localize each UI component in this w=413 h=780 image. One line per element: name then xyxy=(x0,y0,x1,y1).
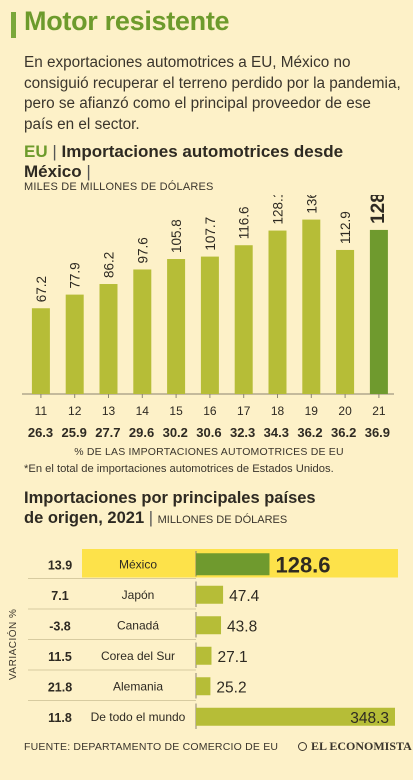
share-row: 26.3 25.9 27.7 29.6 30.2 30.6 32.3 34.3 36.2 36.2… xyxy=(24,425,394,440)
chart1-title: EU | Importaciones automotrices desde Mé… xyxy=(24,142,354,182)
share-label-11: 26.3 xyxy=(27,425,54,440)
category-label-20: 20 xyxy=(338,404,352,418)
share-label-20: 36.2 xyxy=(331,425,357,440)
chart1-unit: MILES DE MILLONES DE DÓLARES xyxy=(24,181,214,193)
bar-14 xyxy=(133,269,152,394)
share-label-12: 25.9 xyxy=(61,425,87,440)
country-value-label-4: 25.2 xyxy=(216,679,246,696)
brand-logo: EL ECONOMISTA xyxy=(298,739,412,754)
country-label-5: De todo el mundo xyxy=(91,710,186,724)
title-accent xyxy=(11,12,16,38)
share-label-15: 30.2 xyxy=(162,425,188,440)
share-label-13: 27.7 xyxy=(95,425,121,440)
country-value-label-2: 43.8 xyxy=(227,618,257,635)
country-bar-1 xyxy=(196,585,224,604)
country-value-label-5: 348.3 xyxy=(350,710,389,727)
chart2-unit: MILLONES DE DÓLARES xyxy=(157,514,288,526)
chart2-title-separator: | xyxy=(148,509,154,527)
chart1-title-prefix: EU xyxy=(24,142,48,161)
category-label-16: 16 xyxy=(203,404,217,418)
value-label-16: 107.7 xyxy=(203,217,218,251)
country-bar-0 xyxy=(196,553,270,576)
category-label-14: 14 xyxy=(136,404,150,418)
page-title: Motor resistente xyxy=(24,6,230,36)
bar-11 xyxy=(31,308,50,394)
bar-12 xyxy=(65,294,84,394)
value-label-17: 116.6 xyxy=(237,206,252,239)
brand-icon xyxy=(298,742,307,751)
country-bar-2 xyxy=(196,616,222,635)
value-label-13: 86.2 xyxy=(102,252,117,278)
variation-label-3: 11.5 xyxy=(48,650,72,664)
bar-19 xyxy=(302,219,321,394)
value-label-21: 128.6 xyxy=(368,195,389,224)
country-value-label-3: 27.1 xyxy=(217,649,247,666)
bar-17 xyxy=(234,245,253,394)
category-label-13: 13 xyxy=(102,404,116,418)
category-label-17: 17 xyxy=(237,404,251,418)
brand-name: EL ECONOMISTA xyxy=(311,739,412,753)
share-caption: % DE LAS IMPORTACIONES AUTOMOTRICES DE E… xyxy=(74,446,344,458)
intro-text: En exportaciones automotrices a EU, Méxi… xyxy=(24,54,401,133)
share-label-21: 36.9 xyxy=(364,425,391,440)
category-label-18: 18 xyxy=(271,404,285,418)
category-label-21: 21 xyxy=(372,404,386,418)
value-label-19: 136.7 xyxy=(304,195,319,214)
bar-15 xyxy=(167,259,186,394)
value-label-20: 112.9 xyxy=(338,211,353,244)
bar-13 xyxy=(99,284,118,394)
country-label-1: Japón xyxy=(122,588,155,602)
value-label-11: 67.2 xyxy=(34,276,49,302)
category-label-11: 11 xyxy=(35,404,48,418)
chart1-title-end: | xyxy=(86,162,91,181)
country-label-3: Corea del Sur xyxy=(101,649,175,663)
country-bar-3 xyxy=(196,646,212,665)
country-bar-5 xyxy=(196,707,395,726)
category-label-19: 19 xyxy=(305,404,319,418)
variation-label-2: -3.8 xyxy=(49,619,71,633)
country-bar-chart: 13.9 México 128.6 7.1 Japón 47.4 -3.8 Canadá 43.… xyxy=(28,549,398,729)
share-label-14: 29.6 xyxy=(128,425,155,440)
category-label-15: 15 xyxy=(169,404,183,418)
variation-label-5: 11.8 xyxy=(48,711,72,725)
value-label-18: 128.1 xyxy=(271,195,286,225)
country-value-label-1: 47.4 xyxy=(229,588,260,605)
value-label-14: 97.6 xyxy=(135,237,150,263)
chart1-title-main: Importaciones automotrices desde México xyxy=(24,142,344,181)
annual-bar-chart: 67.2 11 77.9 12 86.2 13 97.6 14 105.8 15 107.7 16 11… xyxy=(22,195,394,418)
bar-20 xyxy=(336,249,355,394)
share-label-16: 30.6 xyxy=(196,425,222,440)
variation-label-1: 7.1 xyxy=(51,589,68,603)
country-bar-4 xyxy=(196,677,211,696)
chart2-title-line2: de origen, 2021 xyxy=(24,509,145,527)
share-label-19: 36.2 xyxy=(297,425,323,440)
category-label-12: 12 xyxy=(68,404,82,418)
bar-21 xyxy=(369,229,388,394)
country-label-0: México xyxy=(119,557,157,571)
share-label-17: 32.3 xyxy=(229,425,256,440)
variation-label-0: 13.9 xyxy=(48,558,72,572)
bar-18 xyxy=(268,230,287,394)
chart2-title-line1: Importaciones por principales países xyxy=(24,489,316,507)
chart2-title: Importaciones por principales países de … xyxy=(24,488,404,530)
chart1-title-separator: | xyxy=(52,142,57,161)
footnote: *En el total de importaciones automotric… xyxy=(24,463,334,475)
value-label-15: 105.8 xyxy=(169,219,184,253)
country-value-label-0: 128.6 xyxy=(275,552,330,577)
source-note: FUENTE: DEPARTAMENTO DE COMERCIO DE EU xyxy=(24,741,279,753)
bar-16 xyxy=(200,256,219,394)
share-label-18: 34.3 xyxy=(263,425,289,440)
country-label-4: Alemania xyxy=(113,679,163,693)
value-label-12: 77.9 xyxy=(68,262,83,288)
header-bar xyxy=(0,0,413,46)
country-label-2: Canadá xyxy=(117,618,159,632)
variation-label-4: 21.8 xyxy=(48,680,72,694)
